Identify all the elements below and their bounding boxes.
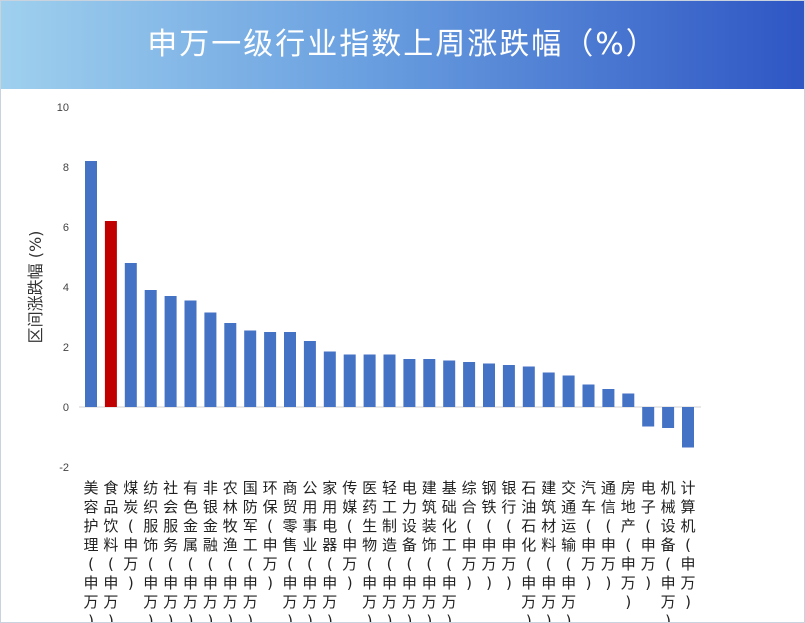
bar	[204, 312, 217, 407]
bar	[443, 360, 456, 407]
bar	[562, 375, 575, 407]
y-tick-label: 4	[63, 282, 69, 294]
bar	[264, 332, 277, 407]
bar	[284, 332, 296, 407]
bar	[582, 384, 595, 407]
chart-title: 申万一级行业指数上周涨跌幅（%）	[147, 27, 658, 62]
bar	[662, 407, 675, 428]
bar	[602, 389, 615, 407]
bar	[542, 372, 555, 407]
y-tick-label: -2	[59, 462, 69, 474]
x-tick-label: 建筑材料(申万)	[541, 479, 556, 622]
x-tick-label: 社会服务(申万)	[163, 479, 178, 622]
y-tick-label: 8	[63, 162, 69, 174]
bar	[343, 354, 356, 407]
bar	[642, 407, 655, 427]
x-tick-label: 农林牧渔(申万)	[223, 479, 238, 622]
bar	[124, 263, 137, 407]
x-tick-label: 计算机(申万)	[680, 479, 695, 611]
bar	[104, 221, 117, 407]
x-tick-label: 基础化工(申万)	[442, 479, 457, 622]
bar	[224, 323, 237, 407]
bar	[403, 359, 416, 407]
y-tick-label: 10	[57, 102, 69, 114]
bar	[85, 161, 97, 407]
x-tick-label: 银行(申万)	[501, 479, 516, 592]
bar	[363, 354, 376, 407]
bar	[164, 296, 177, 407]
x-tick-label: 交通运输(申万)	[561, 479, 576, 622]
x-tick-label: 环保(申万)	[263, 479, 278, 592]
bar	[522, 366, 535, 407]
bar	[383, 354, 396, 407]
x-tick-label: 机械设备(申万)	[661, 479, 676, 622]
x-tick-label: 国防军工(申万)	[243, 479, 258, 622]
y-axis-title: 区间涨跌幅 (%)	[26, 231, 45, 344]
x-tick-label: 非银金融(申万)	[203, 479, 218, 622]
y-tick-label: 6	[63, 222, 69, 234]
bar	[502, 365, 515, 407]
x-tick-label: 轻工制造(申万)	[382, 479, 397, 622]
bar	[682, 407, 694, 448]
x-tick-label: 美容护理(申万)	[83, 479, 98, 622]
bar	[184, 300, 197, 407]
bar	[622, 393, 635, 407]
bar	[483, 363, 495, 407]
x-tick-label: 有色金属(申万)	[183, 479, 198, 622]
x-tick-label: 煤炭(申万)	[123, 479, 138, 592]
x-tick-label: 房地产(申万)	[621, 479, 636, 611]
x-tick-label: 传媒(申万)	[342, 479, 357, 592]
x-tick-label: 食品饮料(申万)	[103, 479, 118, 622]
y-tick-label: 2	[63, 342, 69, 354]
bar	[303, 341, 316, 407]
bar	[423, 359, 436, 407]
x-tick-label: 汽车(申万)	[581, 479, 596, 592]
x-tick-label: 石油石化(申万)	[521, 479, 536, 622]
x-tick-label: 钢铁(申万)	[481, 479, 496, 592]
bar	[244, 330, 257, 407]
x-tick-label: 电子(申万)	[641, 479, 656, 592]
x-tick-label: 商贸零售(申万)	[282, 479, 297, 622]
y-tick-label: 0	[63, 402, 69, 414]
x-tick-label: 纺织服饰(申万)	[143, 479, 158, 622]
bar	[463, 362, 476, 407]
x-tick-label: 建筑装饰(申万)	[422, 479, 437, 622]
x-tick-label: 电力设备(申万)	[402, 479, 417, 622]
x-tick-label: 医药生物(申万)	[362, 479, 377, 622]
bar	[323, 351, 336, 407]
x-tick-label: 综合(申万)	[462, 479, 477, 592]
x-tick-label: 家用电器(申万)	[322, 479, 337, 622]
x-tick-label: 公用事业(申万)	[302, 479, 317, 622]
bar	[144, 290, 157, 407]
bar-chart: 区间涨跌幅 (%) -2 0 2 4 6 8 10 美容护理(申万) 食品饮料(申万) 煤炭(申万)…	[26, 102, 701, 622]
title-banner: 申万一级行业指数上周涨跌幅（%）	[1, 1, 804, 89]
x-tick-label: 通信(申万)	[601, 479, 616, 592]
